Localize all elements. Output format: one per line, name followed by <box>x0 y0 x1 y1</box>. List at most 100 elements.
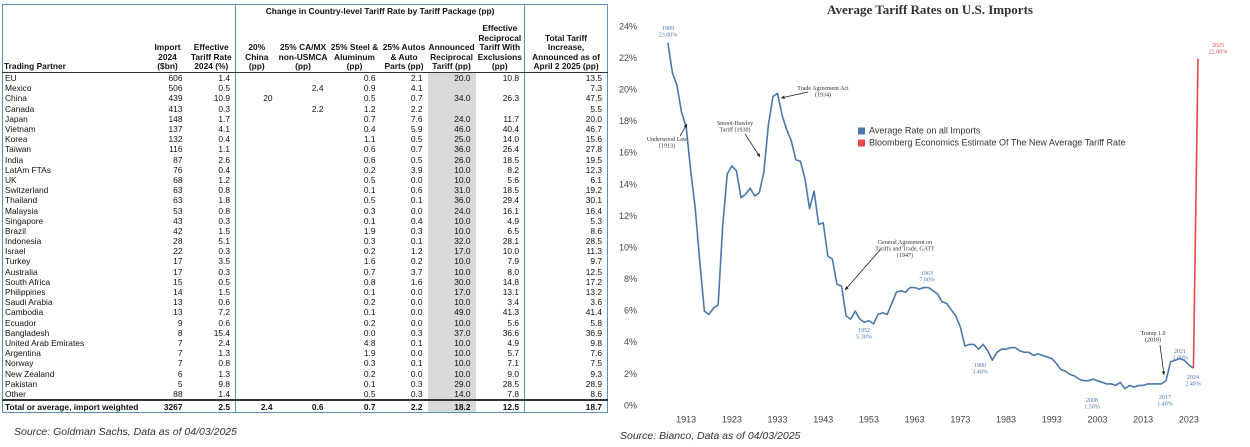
blank <box>524 4 608 16</box>
table-cell: 439 <box>168 93 183 104</box>
annotation-arrow <box>780 91 809 99</box>
table-cell: 1.5 <box>218 225 231 236</box>
table-cell <box>235 276 278 287</box>
y-tick-label: 14% <box>619 179 637 189</box>
table-cell: 116 <box>169 144 183 155</box>
table-cell: 1.4 <box>218 388 231 399</box>
table-cell: 0.1 <box>410 195 423 206</box>
series-line <box>1192 58 1199 369</box>
legend-label: Average Rate on all Imports <box>869 125 981 135</box>
y-tick-label: 8% <box>624 274 637 284</box>
arrow-head <box>683 124 687 128</box>
table-cell: China <box>5 93 27 104</box>
table-cell: 17.0 <box>427 246 476 257</box>
table-cell: Effective Reciprocal Tariff With Exclusi… <box>475 16 525 73</box>
table-cell: 5.1 <box>218 236 231 247</box>
table-cell: South Africa <box>5 276 51 287</box>
table-cell: 0.0 <box>363 327 376 338</box>
table-cell: 3.5 <box>218 256 231 267</box>
table-cell: 2.4 <box>311 83 324 94</box>
table-cell: 0.8 <box>218 185 231 196</box>
table-cell: Malaysia <box>5 205 39 216</box>
legend-swatch <box>858 139 865 147</box>
annotation-line: 23.00% <box>659 33 678 39</box>
table-cell: Japan <box>5 113 28 124</box>
table-cell <box>278 93 329 103</box>
x-tick-label: 2003 <box>1087 414 1107 424</box>
table-cell: 0.7 <box>363 266 376 277</box>
table-cell: 0.2 <box>363 368 376 379</box>
table-row: Mexico 506 0.5 2.4 0.9 4.1 7.3 <box>3 83 608 94</box>
table-cell: 0.9 <box>363 83 376 94</box>
table-cell: 16.1 <box>502 205 520 216</box>
table-cell: 1.6 <box>410 276 423 287</box>
annotation: 2021 3.00% <box>1172 349 1188 362</box>
table-cell: India <box>5 154 24 165</box>
table-row: EU 606 1.4 0.6 2.1 20.0 10.8 13.5 <box>3 72 608 84</box>
table-cell: 506 <box>168 83 183 94</box>
table-cell: 0.5 <box>410 154 423 165</box>
table-cell: 0.5 <box>410 134 423 145</box>
annotation: Smoot-Hawley Tariff (1930) <box>717 121 753 134</box>
table-cell: Total or average, import weighted <box>2 399 148 413</box>
table-cell <box>235 134 278 145</box>
table-cell <box>235 236 278 247</box>
table-cell: 0.5 <box>363 93 376 104</box>
x-tick-label: 1943 <box>813 414 833 424</box>
table-cell: 36.6 <box>502 327 520 338</box>
table-cell: 2.4 <box>235 399 278 413</box>
table-cell <box>235 358 278 369</box>
table-cell: 6.1 <box>524 174 608 186</box>
table-cell <box>278 185 329 195</box>
table-cell: 0.6 <box>218 297 231 308</box>
table-cell: 1.2 <box>363 103 376 114</box>
table-cell <box>278 205 329 215</box>
table-cell: 6 <box>177 368 183 379</box>
table-cell: 28.5 <box>502 378 520 389</box>
table-cell: 5.9 <box>410 124 423 135</box>
table-cell: 40.4 <box>502 124 520 135</box>
table-cell: 17 <box>173 266 183 277</box>
table-cell: 3.9 <box>410 164 423 175</box>
annotation-line: Tariffs and Trade, GATT <box>875 246 935 253</box>
table-cell: 1.5 <box>218 287 231 298</box>
table-cell: 0.1 <box>410 358 423 369</box>
table-cell: 0.8 <box>218 205 231 216</box>
annotation: 1952 5.30% <box>856 328 872 341</box>
table-cell: 46.0 <box>427 123 476 135</box>
table-cell: 1.6 <box>363 256 376 267</box>
table-cell <box>278 358 329 368</box>
table-cell <box>235 144 278 155</box>
table-cell: 20% China (pp) <box>235 16 278 73</box>
x-tick-label: 1973 <box>950 414 970 424</box>
table-cell <box>235 83 278 94</box>
table-cell: 29.0 <box>427 378 476 389</box>
table-cell: 10.0 <box>502 246 520 257</box>
table-cell: 5.6 <box>507 174 520 185</box>
table-cell: 1.8 <box>218 195 231 206</box>
table-cell: 41.3 <box>502 307 520 318</box>
table-cell: 2.5 <box>187 399 236 413</box>
table-cell: 10.0 <box>427 337 476 349</box>
table-cell: 0.8 <box>218 358 231 369</box>
chart-title: Average Tariff Rates on U.S. Imports <box>827 2 1033 17</box>
table-cell: Ecuador <box>5 317 37 328</box>
table-cell <box>235 205 278 216</box>
table-cell: 15.6 <box>524 134 608 145</box>
table-cell: 20 <box>235 93 278 104</box>
table-cell: 13 <box>173 307 183 318</box>
table-cell: 19.5 <box>524 154 608 165</box>
table-cell: 22 <box>173 246 183 257</box>
y-tick-label: 10% <box>619 242 637 252</box>
table-cell: 36.0 <box>427 144 476 155</box>
table-cell: 0.0 <box>410 317 423 328</box>
table-cell <box>278 236 329 246</box>
arrow-head <box>1161 371 1166 375</box>
table-cell <box>235 337 278 349</box>
table-cell <box>278 175 329 185</box>
table-row: Norway 7 0.8 0.3 0.1 10.0 7.1 7.5 <box>3 358 608 369</box>
group-header: Change in Country-level Tariff Rate by T… <box>235 4 525 16</box>
table-cell: 7.6 <box>410 113 423 124</box>
table-cell: 12.3 <box>524 164 608 175</box>
table-cell <box>235 123 278 135</box>
